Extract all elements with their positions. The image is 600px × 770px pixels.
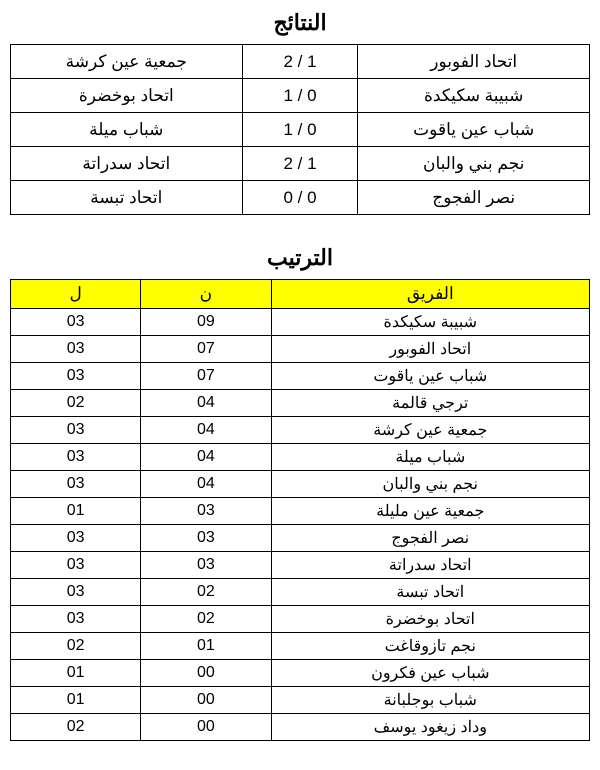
standings-tbody: شبيبة سكيكدة0903اتحاد الفوبور0703شباب عي…: [11, 309, 590, 741]
away-team: اتحاد سدراتة: [11, 147, 243, 181]
standings-team: شباب بوجلبانة: [271, 687, 589, 714]
header-played: ل: [11, 280, 141, 309]
standings-row: ترجي قالمة0402: [11, 390, 590, 417]
standings-row: جمعية عين كرشة0403: [11, 417, 590, 444]
standings-played: 03: [11, 309, 141, 336]
standings-row: شباب ميلة0403: [11, 444, 590, 471]
results-row: اتحاد الفوبور2 / 1جمعية عين كرشة: [11, 45, 590, 79]
standings-points: 00: [141, 660, 271, 687]
match-score: 1 / 0: [242, 79, 358, 113]
standings-team: شباب عين ياقوت: [271, 363, 589, 390]
home-team: شبيبة سكيكدة: [358, 79, 590, 113]
standings-team: اتحاد تبسة: [271, 579, 589, 606]
standings-row: اتحاد الفوبور0703: [11, 336, 590, 363]
standings-row: شباب عين ياقوت0703: [11, 363, 590, 390]
away-team: شباب ميلة: [11, 113, 243, 147]
standings-thead: الفريق ن ل: [11, 280, 590, 309]
standings-row: شباب عين فكرون0001: [11, 660, 590, 687]
standings-played: 03: [11, 417, 141, 444]
standings-points: 09: [141, 309, 271, 336]
standings-row: شباب بوجلبانة0001: [11, 687, 590, 714]
results-tbody: اتحاد الفوبور2 / 1جمعية عين كرشةشبيبة سك…: [11, 45, 590, 215]
home-team: شباب عين ياقوت: [358, 113, 590, 147]
standings-row: اتحاد تبسة0203: [11, 579, 590, 606]
standings-points: 07: [141, 363, 271, 390]
standings-row: اتحاد بوخضرة0203: [11, 606, 590, 633]
standings-points: 04: [141, 417, 271, 444]
results-row: نصر الفجوج0 / 0اتحاد تبسة: [11, 181, 590, 215]
standings-points: 02: [141, 606, 271, 633]
standings-points: 00: [141, 714, 271, 741]
standings-team: شبيبة سكيكدة: [271, 309, 589, 336]
standings-team: شباب عين فكرون: [271, 660, 589, 687]
results-row: شباب عين ياقوت1 / 0شباب ميلة: [11, 113, 590, 147]
standings-played: 01: [11, 687, 141, 714]
standings-points: 03: [141, 498, 271, 525]
header-points: ن: [141, 280, 271, 309]
standings-row: نصر الفجوج0303: [11, 525, 590, 552]
standings-title: الترتيب: [10, 245, 590, 271]
standings-points: 07: [141, 336, 271, 363]
standings-points: 04: [141, 471, 271, 498]
standings-played: 03: [11, 579, 141, 606]
standings-played: 02: [11, 390, 141, 417]
standings-points: 04: [141, 390, 271, 417]
standings-points: 00: [141, 687, 271, 714]
away-team: اتحاد بوخضرة: [11, 79, 243, 113]
away-team: جمعية عين كرشة: [11, 45, 243, 79]
standings-row: نجم تازوقاغت0102: [11, 633, 590, 660]
results-row: نجم بني والبان2 / 1اتحاد سدراتة: [11, 147, 590, 181]
standings-played: 03: [11, 444, 141, 471]
standings-header-row: الفريق ن ل: [11, 280, 590, 309]
standings-row: جمعية عين مليلة0301: [11, 498, 590, 525]
standings-played: 03: [11, 606, 141, 633]
match-score: 2 / 1: [242, 147, 358, 181]
standings-team: وداد زيغود يوسف: [271, 714, 589, 741]
standings-row: اتحاد سدراتة0303: [11, 552, 590, 579]
standings-team: شباب ميلة: [271, 444, 589, 471]
results-table: اتحاد الفوبور2 / 1جمعية عين كرشةشبيبة سك…: [10, 44, 590, 215]
standings-points: 01: [141, 633, 271, 660]
away-team: اتحاد تبسة: [11, 181, 243, 215]
standings-played: 02: [11, 633, 141, 660]
results-title: النتائج: [10, 10, 590, 36]
standings-points: 03: [141, 525, 271, 552]
match-score: 1 / 0: [242, 113, 358, 147]
standings-points: 04: [141, 444, 271, 471]
standings-played: 01: [11, 660, 141, 687]
standings-points: 03: [141, 552, 271, 579]
standings-played: 02: [11, 714, 141, 741]
standings-played: 03: [11, 471, 141, 498]
home-team: نجم بني والبان: [358, 147, 590, 181]
standings-team: اتحاد بوخضرة: [271, 606, 589, 633]
standings-played: 03: [11, 336, 141, 363]
standings-played: 03: [11, 525, 141, 552]
standings-points: 02: [141, 579, 271, 606]
results-row: شبيبة سكيكدة1 / 0اتحاد بوخضرة: [11, 79, 590, 113]
standings-team: نصر الفجوج: [271, 525, 589, 552]
standings-played: 03: [11, 552, 141, 579]
standings-team: نجم بني والبان: [271, 471, 589, 498]
match-score: 0 / 0: [242, 181, 358, 215]
standings-row: نجم بني والبان0403: [11, 471, 590, 498]
standings-team: اتحاد الفوبور: [271, 336, 589, 363]
standings-team: نجم تازوقاغت: [271, 633, 589, 660]
header-team: الفريق: [271, 280, 589, 309]
home-team: نصر الفجوج: [358, 181, 590, 215]
standings-row: شبيبة سكيكدة0903: [11, 309, 590, 336]
standings-team: جمعية عين كرشة: [271, 417, 589, 444]
standings-row: وداد زيغود يوسف0002: [11, 714, 590, 741]
standings-team: جمعية عين مليلة: [271, 498, 589, 525]
standings-table: الفريق ن ل شبيبة سكيكدة0903اتحاد الفوبور…: [10, 279, 590, 741]
standings-played: 01: [11, 498, 141, 525]
home-team: اتحاد الفوبور: [358, 45, 590, 79]
standings-team: ترجي قالمة: [271, 390, 589, 417]
standings-team: اتحاد سدراتة: [271, 552, 589, 579]
match-score: 2 / 1: [242, 45, 358, 79]
standings-played: 03: [11, 363, 141, 390]
